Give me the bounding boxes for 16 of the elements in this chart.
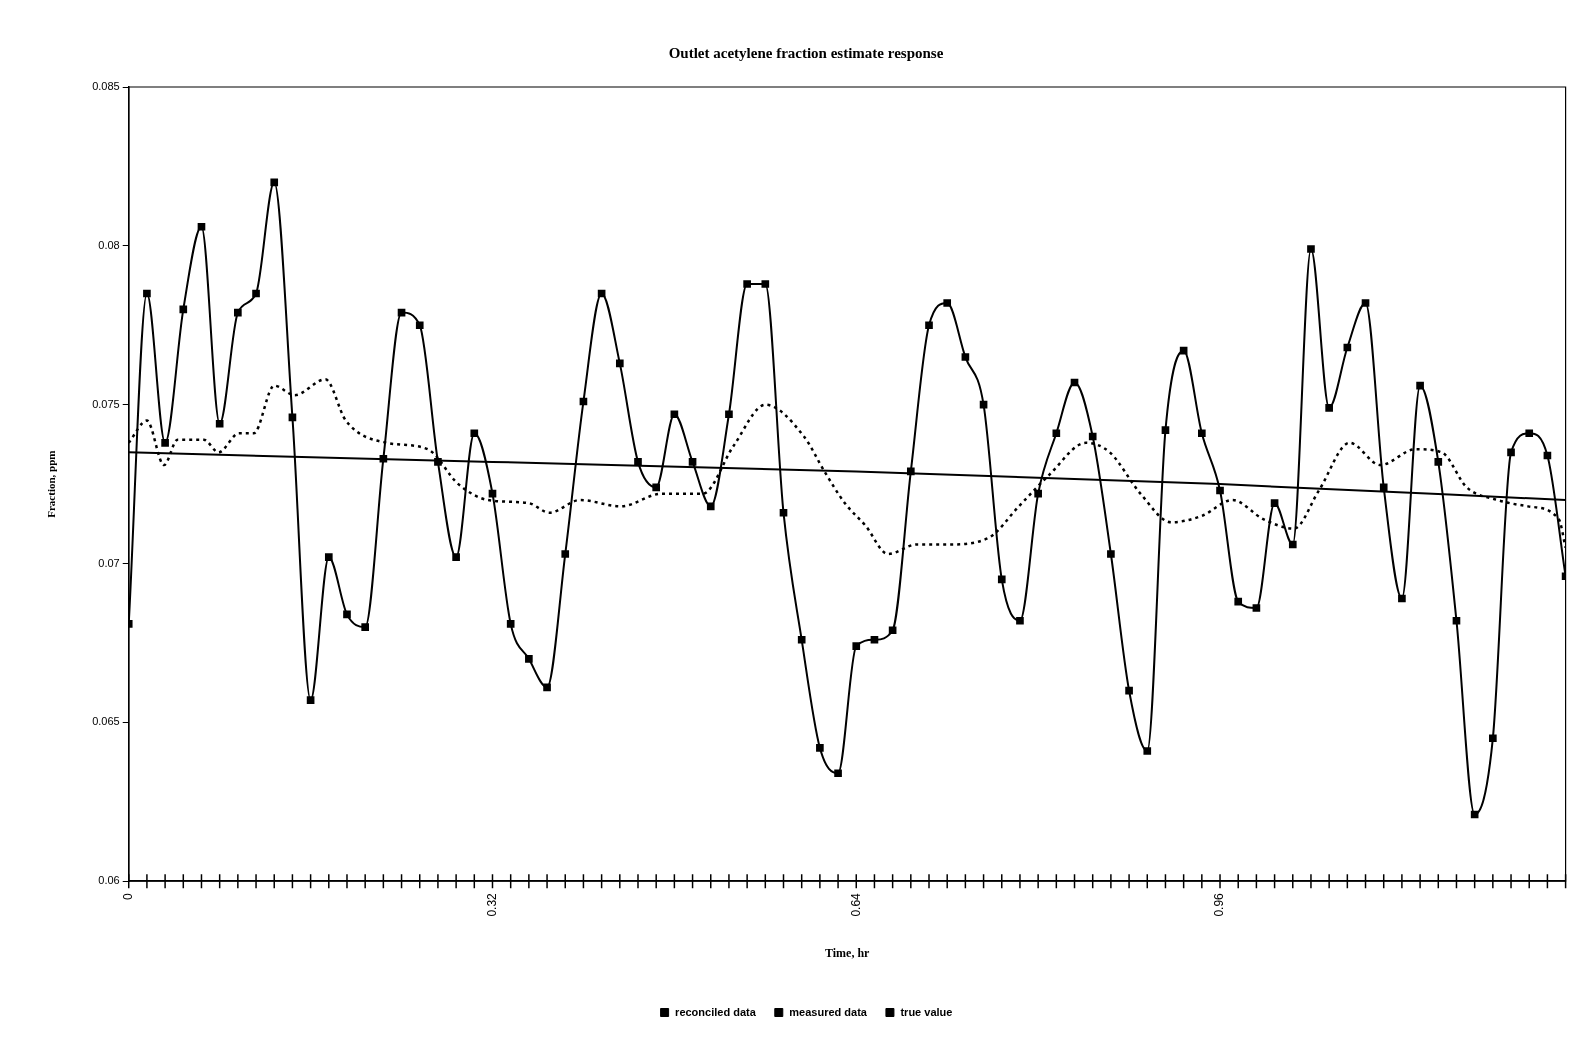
y-tick-label: 0.065	[92, 715, 120, 728]
legend-label: true value	[900, 1005, 953, 1018]
legend-label: measured data	[789, 1005, 868, 1018]
x-tick-label: 0.32	[484, 892, 499, 917]
x-tick-label: 0.96	[1212, 892, 1227, 917]
chart-title: Outlet acetylene fraction estimate response	[668, 44, 944, 61]
y-tick-label: 0.08	[98, 238, 120, 251]
y-tick-label: 0.085	[92, 80, 120, 93]
y-tick-label: 0.075	[92, 397, 120, 410]
legend-label: reconciled data	[675, 1005, 757, 1018]
x-tick-label: 0	[121, 892, 136, 900]
y-axis-title: Fraction, ppm	[45, 450, 58, 518]
y-tick-label: 0.07	[98, 556, 120, 569]
x-tick-label: 0.64	[848, 892, 863, 917]
y-tick-label: 0.06	[98, 874, 120, 887]
x-axis-title: Time, hr	[824, 945, 871, 960]
